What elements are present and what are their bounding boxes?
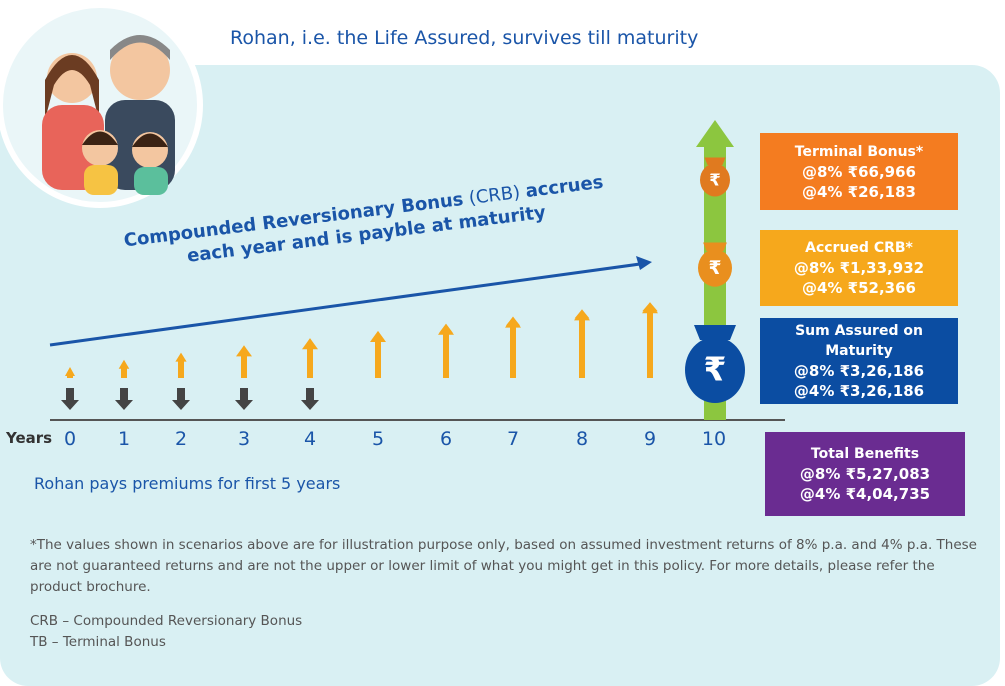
year-label: 10 <box>702 428 726 450</box>
family-avatar <box>0 5 200 205</box>
benefit-box-line: @4% ₹26,183 <box>760 182 958 202</box>
year-label: 2 <box>175 428 187 450</box>
bonus-arrow-head <box>236 345 252 356</box>
bonus-arrow-head <box>505 317 521 328</box>
bonus-arrow-head <box>302 338 318 349</box>
bonus-arrow-head <box>438 324 454 335</box>
page: Years 0 1 2 3 4 5 6 7 8 9 10 ₹ ₹ ₹ Rohan, i.e. the Lif… <box>0 0 1005 686</box>
premium-arrow <box>301 388 319 410</box>
benefit-box-line: @8% ₹1,33,932 <box>760 258 958 278</box>
benefit-box-line: @8% ₹3,26,186 <box>760 361 958 381</box>
money-bag-symbol: ₹ <box>709 170 720 189</box>
year-label: 9 <box>644 428 656 450</box>
year-label: 6 <box>440 428 452 450</box>
premium-note: Rohan pays premiums for first 5 years <box>34 474 340 493</box>
premium-arrow <box>172 388 190 410</box>
crb-trend-arrowhead <box>636 256 652 270</box>
axis-label: Years <box>5 429 52 447</box>
benefit-box-line: @8% ₹5,27,083 <box>765 464 965 484</box>
benefit-box-line: @8% ₹66,966 <box>760 162 958 182</box>
premium-arrow <box>115 388 133 410</box>
money-bag-neck <box>705 158 726 166</box>
money-bag-neck <box>703 243 727 252</box>
bonus-arrow-head <box>370 331 386 342</box>
bonus-arrow <box>65 367 75 378</box>
year-label: 1 <box>118 428 130 450</box>
benefit-box-title: Accrued CRB* <box>760 238 958 258</box>
benefit-box-title: Total Benefits <box>765 444 965 464</box>
money-bag-neck <box>694 325 736 340</box>
benefit-box: Terminal Bonus*@8% ₹66,966@4% ₹26,183 <box>760 133 958 210</box>
footnote: *The values shown in scenarios above are… <box>30 535 980 598</box>
year-label: 0 <box>64 428 76 450</box>
benefit-box-line: @4% ₹52,366 <box>760 278 958 298</box>
benefit-box: Sum Assured on Maturity@8% ₹3,26,186@4% … <box>760 318 958 404</box>
year-label: 3 <box>238 428 250 450</box>
bonus-arrow <box>175 353 186 378</box>
abbreviation: TB – Terminal Bonus <box>30 634 166 650</box>
premium-arrow <box>61 388 79 410</box>
benefit-box-line: @4% ₹4,04,735 <box>765 484 965 504</box>
year-label: 5 <box>372 428 384 450</box>
bonus-arrow-head <box>642 302 658 313</box>
money-bag-symbol: ₹ <box>708 258 721 279</box>
money-bag-symbol: ₹ <box>704 350 727 389</box>
bonus-arrow-head <box>574 309 590 320</box>
crb-trend-line <box>50 264 640 345</box>
benefit-box-title: Sum Assured on Maturity <box>760 321 958 361</box>
year-label: 8 <box>576 428 588 450</box>
benefit-box-title: Terminal Bonus* <box>760 142 958 162</box>
heading: Rohan, i.e. the Life Assured, survives t… <box>230 27 698 49</box>
year-label: 4 <box>304 428 316 450</box>
bonus-arrow <box>119 360 130 378</box>
benefit-box: Total Benefits@8% ₹5,27,083@4% ₹4,04,735 <box>765 432 965 516</box>
benefit-box-line: @4% ₹3,26,186 <box>760 381 958 401</box>
year-label: 7 <box>507 428 519 450</box>
benefit-box: Accrued CRB*@8% ₹1,33,932@4% ₹52,366 <box>760 230 958 306</box>
abbreviation: CRB – Compounded Reversionary Bonus <box>30 613 302 629</box>
bonus-arrow <box>642 302 657 378</box>
premium-arrow <box>235 388 253 410</box>
